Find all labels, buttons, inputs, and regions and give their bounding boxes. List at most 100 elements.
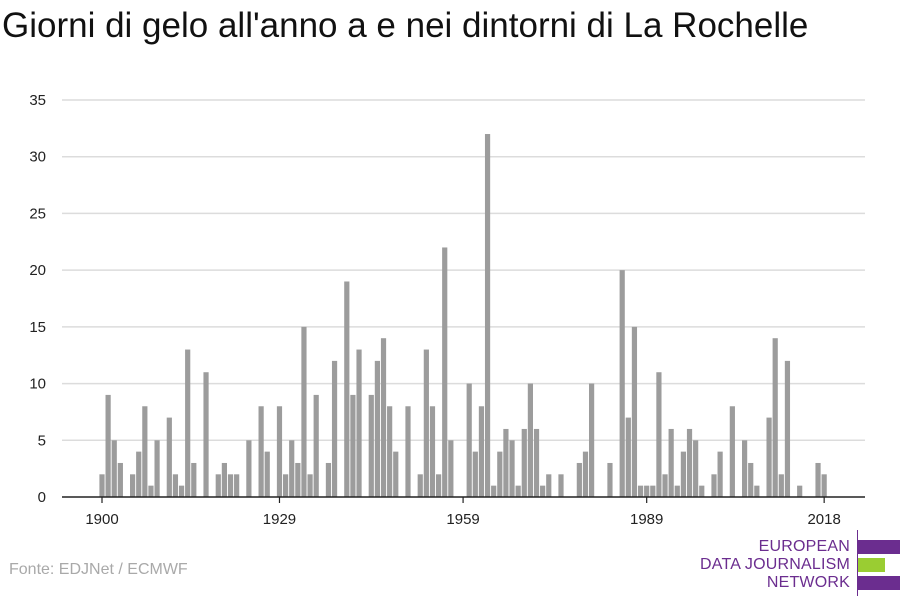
bar-1969: [521, 428, 527, 497]
bar-2006: [748, 462, 754, 497]
bar-1996: [686, 428, 693, 497]
bar-1994: [674, 485, 680, 497]
bar-1955: [436, 474, 442, 497]
gridlines: [62, 99, 865, 442]
bar-1902: [111, 440, 117, 497]
bar-1956: [442, 247, 448, 497]
bar-1988: [637, 485, 644, 497]
bar-1907: [142, 406, 148, 497]
bar-1960: [466, 383, 472, 497]
bar-1906: [136, 451, 142, 497]
bar-1985: [619, 270, 625, 497]
bar-1944: [368, 394, 374, 497]
bar-2011: [778, 474, 784, 497]
bar-1997: [693, 440, 699, 497]
bar-1961: [472, 451, 478, 497]
bar-1972: [540, 485, 546, 497]
bar-2012: [784, 360, 791, 497]
bar-1915: [191, 462, 197, 497]
logo-bar-purple-bottom: [858, 576, 900, 590]
bar-2001: [717, 451, 723, 497]
bar-2005: [742, 440, 748, 497]
bar-1919: [215, 474, 221, 497]
bars: [99, 134, 827, 497]
bar-1957: [448, 440, 454, 497]
y-tick-label: 20: [29, 262, 46, 279]
bar-1968: [515, 485, 521, 497]
bar-1989: [644, 485, 650, 497]
bar-1941: [350, 394, 356, 497]
bar-1940: [344, 281, 350, 497]
bar-1993: [668, 428, 674, 497]
bar-1995: [680, 451, 686, 497]
bar-2003: [729, 406, 735, 497]
source-note: Fonte: EDJNet / ECMWF: [9, 561, 188, 578]
x-tick-label: 1929: [263, 511, 296, 528]
bar-1990: [650, 485, 656, 497]
bar-1971: [533, 428, 540, 497]
bar-1908: [148, 485, 154, 497]
logo-line-3: NETWORK: [766, 574, 850, 591]
bar-1967: [509, 440, 515, 497]
logo-bar-green: [858, 558, 885, 572]
bar-2018: [821, 474, 827, 497]
bar-1932: [295, 462, 301, 497]
bar-1934: [307, 474, 313, 497]
y-tick-label: 10: [29, 376, 46, 393]
bar-2010: [772, 338, 778, 497]
bar-1998: [699, 485, 705, 497]
bar-1909: [154, 440, 160, 497]
bar-2017: [815, 462, 821, 497]
bar-1942: [356, 349, 362, 497]
bar-1938: [331, 360, 338, 497]
bar-1921: [227, 474, 234, 497]
bar-1963: [484, 134, 491, 497]
bar-1975: [558, 474, 564, 497]
bar-1901: [105, 394, 111, 497]
bar-1991: [656, 372, 662, 497]
bar-1900: [99, 474, 105, 497]
bar-1917: [203, 372, 209, 497]
bar-1986: [625, 417, 631, 497]
bar-1962: [478, 406, 485, 497]
bar-2000: [711, 474, 717, 497]
bar-1903: [117, 462, 123, 497]
bar-1983: [607, 462, 613, 497]
bar-2007: [754, 485, 760, 497]
bar-1926: [258, 406, 264, 497]
bar-1953: [423, 349, 429, 497]
bar-1930: [283, 474, 289, 497]
bar-1965: [497, 451, 503, 497]
bar-1913: [178, 485, 185, 497]
x-tick-label: 1959: [446, 511, 479, 528]
bar-1992: [662, 474, 668, 497]
x-tick-label: 1900: [85, 511, 118, 528]
bar-1947: [387, 406, 393, 497]
bar-1973: [546, 474, 552, 497]
bar-1911: [166, 417, 172, 497]
bar-1922: [234, 474, 240, 497]
chart-title: Giorni di gelo all'anno a e nei dintorni…: [2, 6, 809, 45]
bar-1905: [130, 474, 136, 497]
x-tick-label: 2018: [807, 511, 840, 528]
bar-1964: [491, 485, 497, 497]
bar-1935: [313, 394, 319, 497]
y-tick-label: 25: [29, 205, 46, 222]
y-tick-label: 30: [29, 149, 46, 166]
bar-1937: [325, 462, 332, 497]
logo-divider: [857, 530, 858, 596]
y-tick-label: 15: [29, 319, 46, 336]
bar-1980: [589, 383, 595, 497]
logo-line-2: DATA JOURNALISM: [700, 556, 850, 573]
bar-1948: [393, 451, 399, 497]
bar-1914: [185, 349, 191, 497]
bar-2009: [766, 417, 772, 497]
bar-1933: [301, 326, 307, 497]
bar-1946: [380, 338, 387, 497]
bar-1979: [582, 451, 589, 497]
bar-1970: [527, 383, 533, 497]
bar-1966: [503, 428, 509, 497]
bar-1945: [374, 360, 380, 497]
bar-1931: [289, 440, 295, 497]
